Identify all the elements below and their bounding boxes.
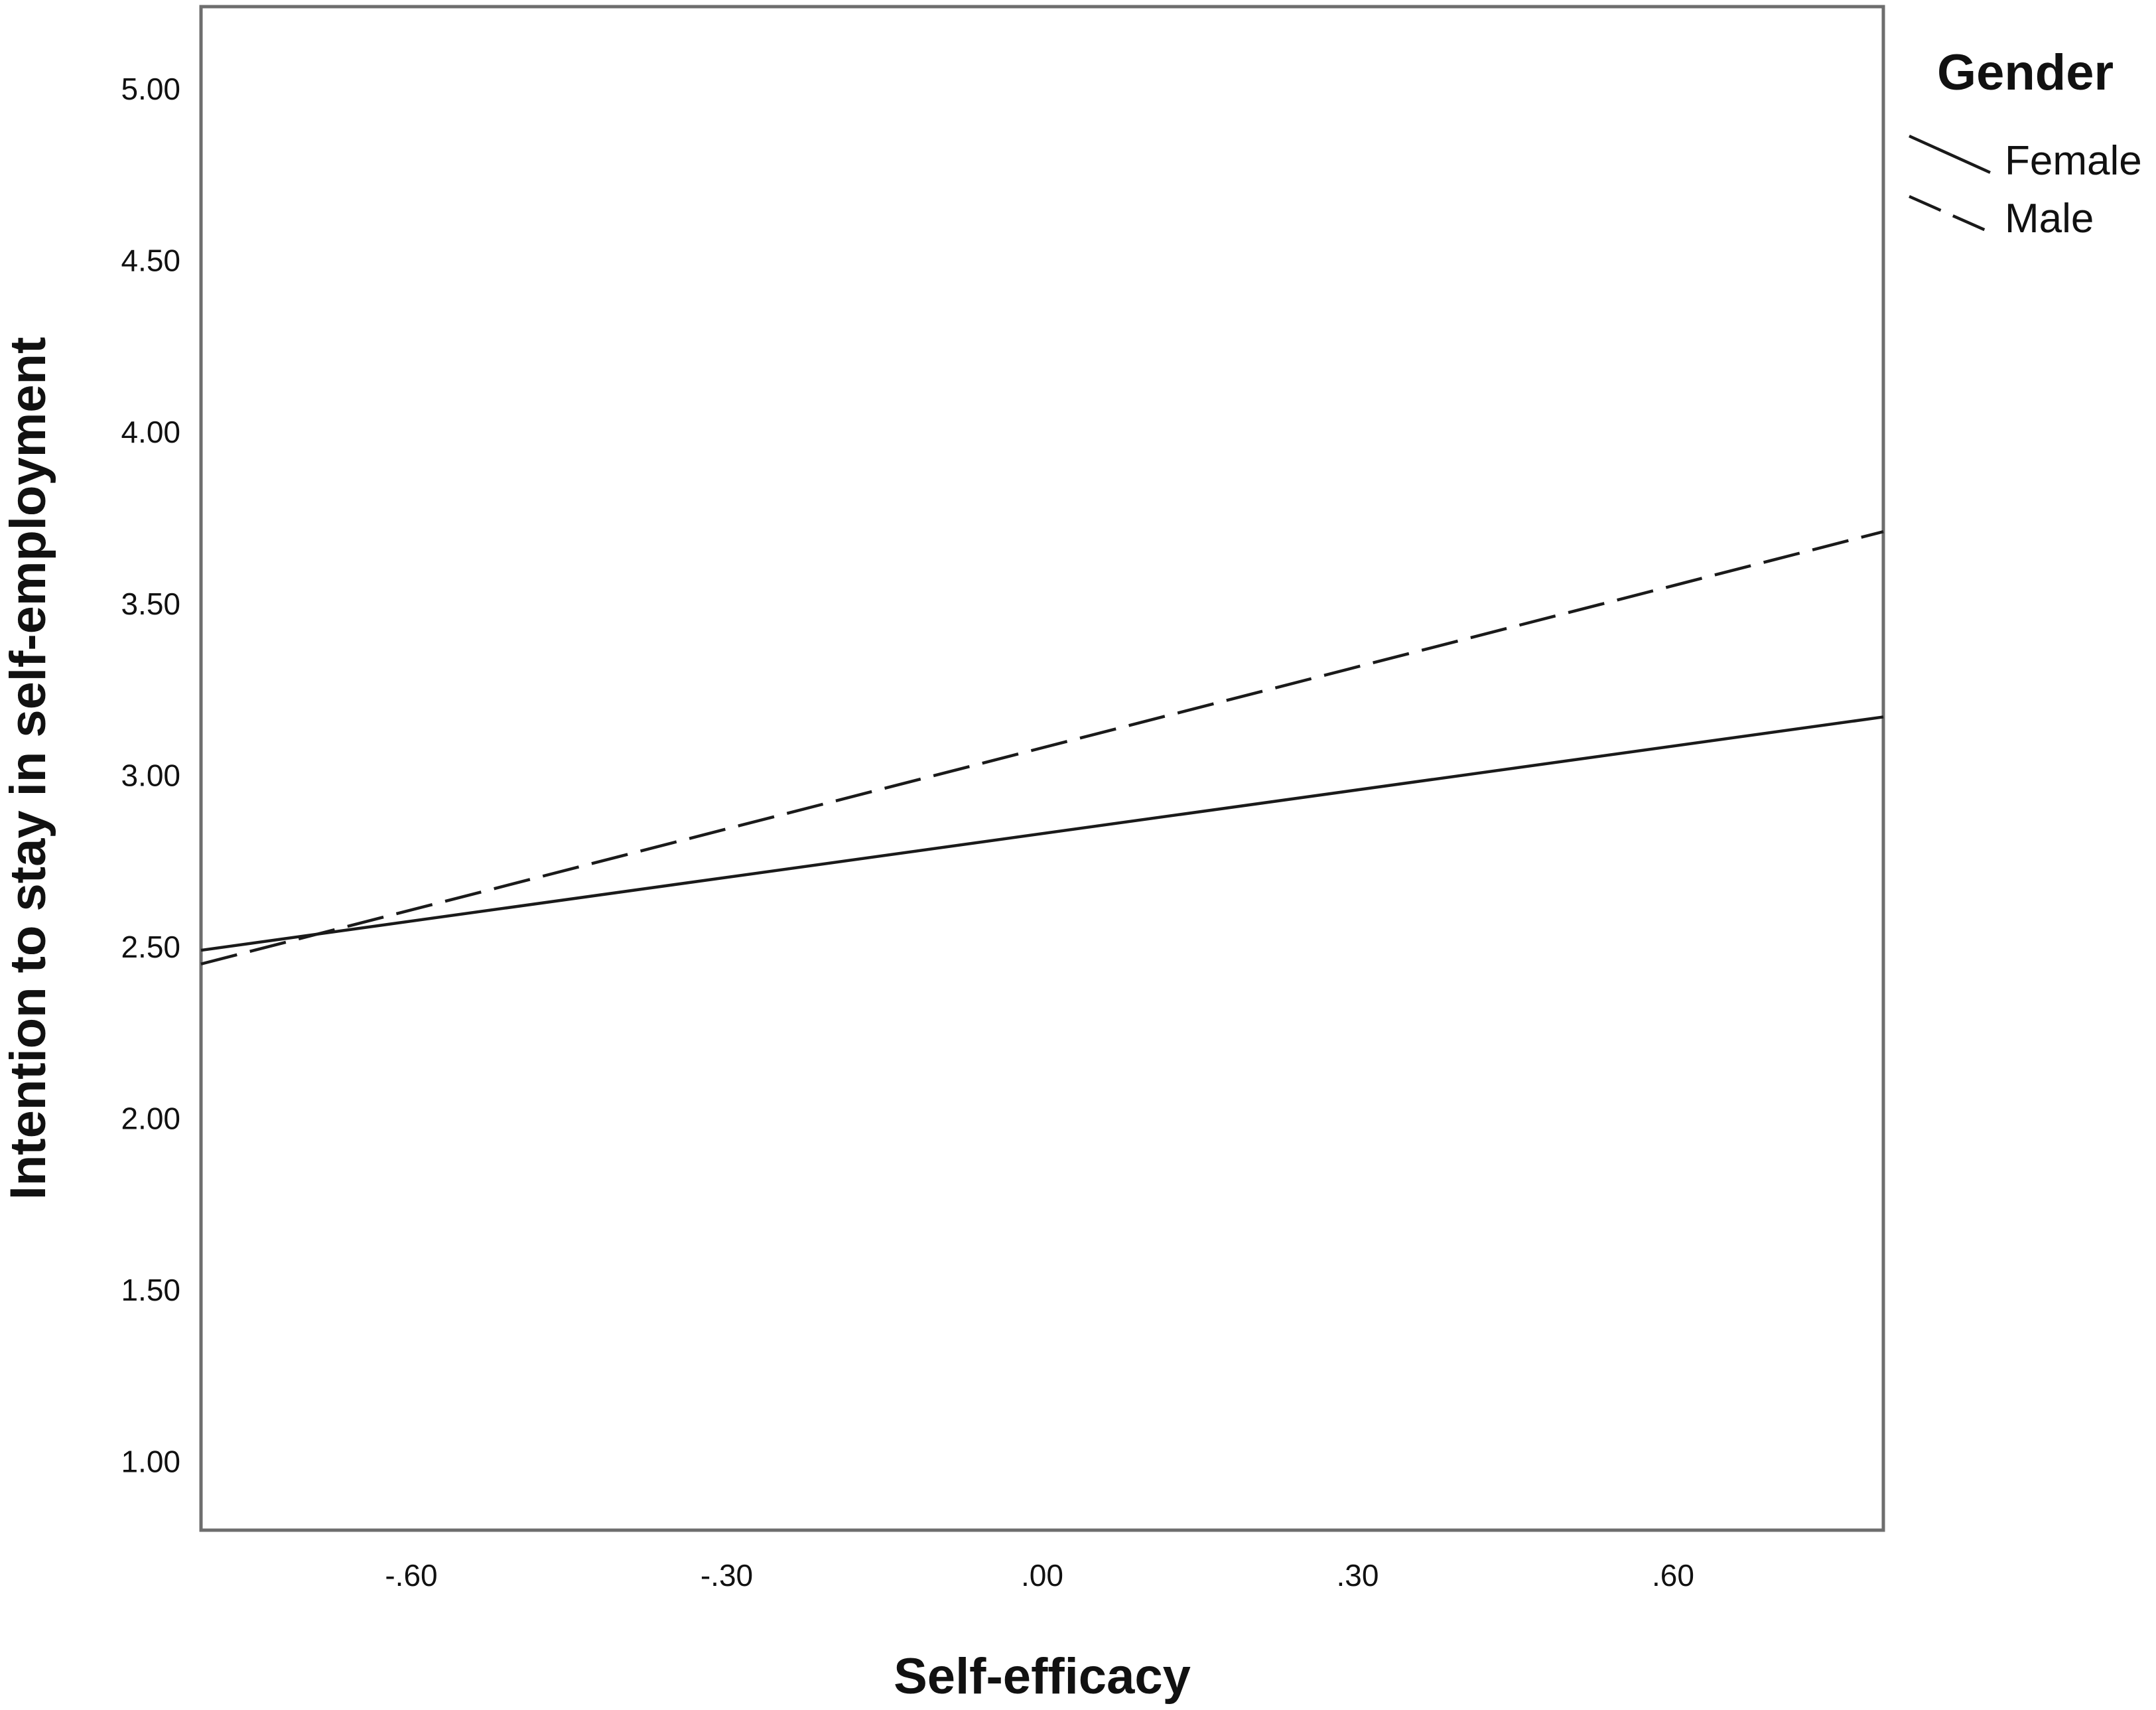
y-tick-label: 1.00	[121, 1445, 180, 1479]
x-axis-ticks: -.60 -.30 .00 .30 .60	[385, 1558, 1694, 1593]
y-tick-label: 5.00	[121, 72, 180, 106]
y-tick-label: 2.50	[121, 930, 180, 964]
x-tick-label: -.30	[701, 1558, 753, 1593]
legend-swatch-male	[1909, 194, 1991, 234]
x-tick-label: .30	[1337, 1558, 1379, 1593]
series-line-male	[200, 530, 1884, 965]
legend-label-female: Female	[2005, 138, 2142, 184]
y-tick-label: 4.00	[121, 415, 180, 449]
x-tick-label: -.60	[385, 1558, 437, 1593]
legend-title: Gender	[1937, 44, 2114, 101]
y-tick-label: 4.50	[121, 244, 180, 278]
plot-frame	[199, 5, 1885, 1532]
x-tick-label: .00	[1021, 1558, 1063, 1593]
y-axis-title: Intention to stay in self-employment	[0, 337, 56, 1200]
y-axis-ticks: 1.00 1.50 2.00 2.50 3.00 3.50 4.00 4.50 5.00	[121, 72, 180, 1478]
y-tick-label: 3.00	[121, 758, 180, 792]
x-tick-label: .60	[1652, 1558, 1694, 1593]
y-tick-label: 3.50	[121, 587, 180, 621]
series-lines	[200, 530, 1884, 965]
legend: Gender Female Male	[1909, 44, 2142, 242]
y-tick-label: 1.50	[121, 1273, 180, 1307]
legend-swatch-female	[1909, 134, 1991, 175]
x-axis-title: Self-efficacy	[894, 1648, 1191, 1705]
series-line-female	[200, 715, 1884, 952]
y-tick-label: 2.00	[121, 1101, 180, 1135]
legend-label-male: Male	[2005, 196, 2094, 242]
